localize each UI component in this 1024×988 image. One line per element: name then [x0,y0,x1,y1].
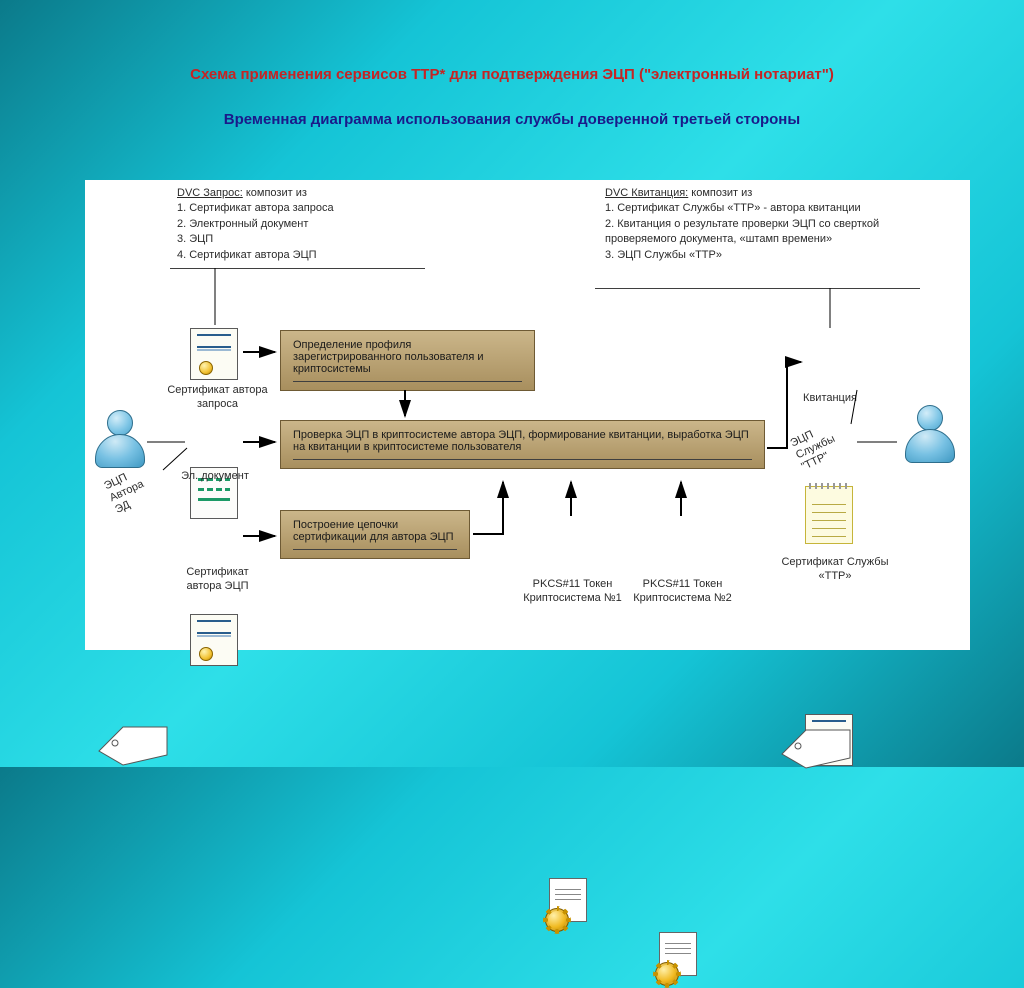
page-subtitle: Временная диаграмма использования службы… [0,83,1024,128]
page-title: Схема применения сервисов TTP* для подтв… [0,0,1024,83]
diagram-canvas: DVC Запрос: композит из 1. Сертификат ав… [85,180,970,650]
token2-icon [655,932,701,986]
tag-right-icon [780,724,852,770]
arrows-overlay [85,180,970,650]
token1-icon [545,878,591,932]
tag-left-icon [97,721,169,767]
